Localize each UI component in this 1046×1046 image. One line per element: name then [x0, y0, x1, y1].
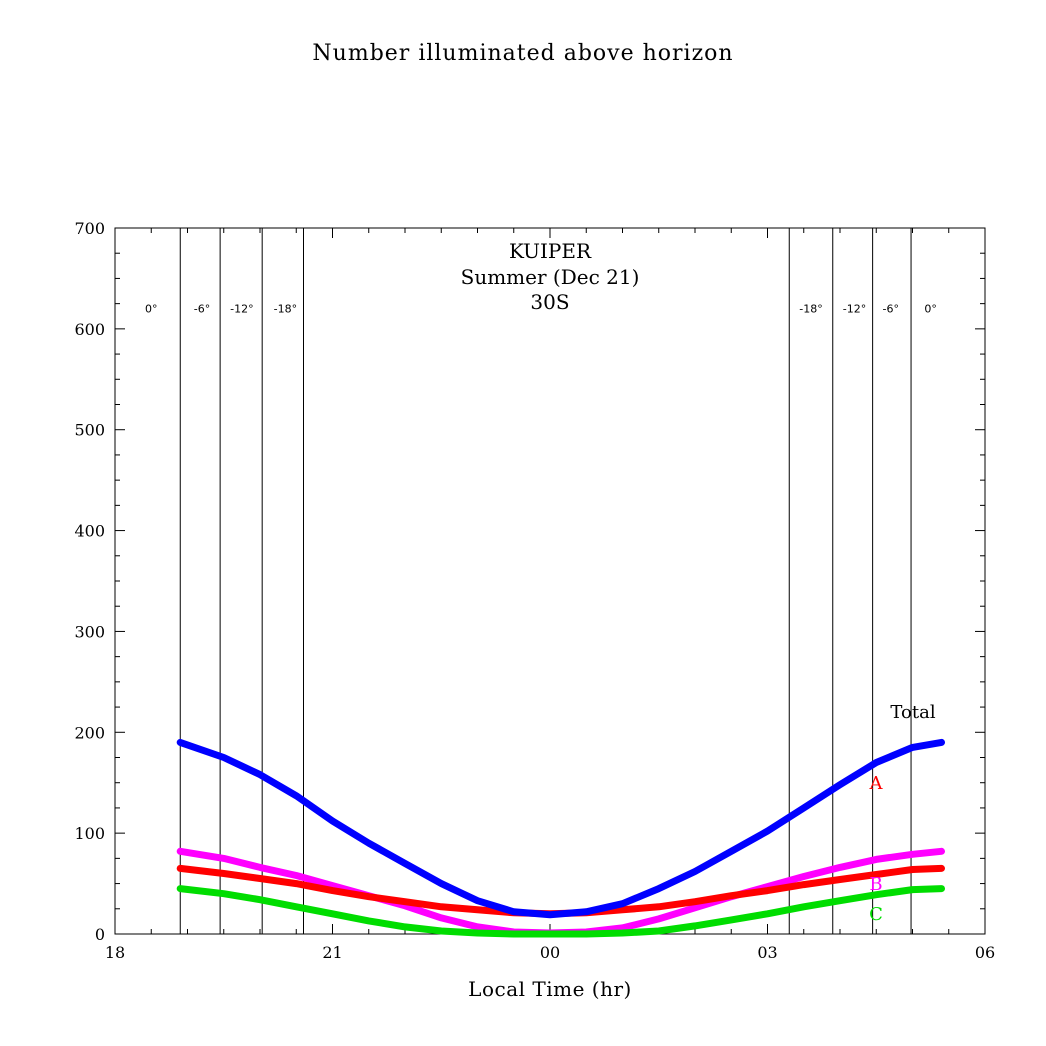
- annotation-latitude: 30S: [530, 290, 569, 314]
- series-labels: Total A BC: [869, 702, 936, 925]
- y-tick-label: 300: [74, 622, 105, 641]
- y-tick-label: 500: [74, 421, 105, 440]
- annotation-name: KUIPER: [509, 239, 592, 263]
- twilight-label: -18°: [799, 303, 822, 316]
- twilight-label: -12°: [230, 303, 253, 316]
- series-label-a: A: [869, 773, 884, 794]
- y-tick-label: 400: [74, 522, 105, 541]
- y-tick-label: 100: [74, 824, 105, 843]
- series-label-total: Total: [890, 702, 935, 723]
- series-line-c: [176, 885, 945, 938]
- x-tick-label: 21: [322, 943, 342, 962]
- x-axis-label: Local Time (hr): [468, 977, 632, 1001]
- twilight-label: -18°: [274, 303, 297, 316]
- series-label-c: C: [869, 904, 883, 925]
- series-line-b: [176, 847, 945, 937]
- twilight-label: 0°: [924, 303, 937, 316]
- series-label-b: B: [869, 874, 882, 895]
- twilight-label: -12°: [843, 303, 866, 316]
- y-tick-label: 600: [74, 320, 105, 339]
- x-tick-label: 03: [757, 943, 777, 962]
- x-tick-label: 18: [105, 943, 125, 962]
- plot-frame: [114, 227, 986, 935]
- twilight-lines: 0° -6° -12° -18° -18° -12° -6° 0°: [145, 228, 937, 934]
- x-tick-label: 00: [540, 943, 560, 962]
- chart-title: Number illuminated above horizon: [312, 41, 733, 66]
- series-line-total: [176, 738, 945, 919]
- series-lines: [176, 738, 945, 938]
- y-tick-label: 700: [74, 219, 105, 238]
- annotation-season: Summer (Dec 21): [461, 265, 640, 289]
- y-axis: 0 100 200 300 400 500 600 700: [74, 219, 985, 944]
- twilight-label: -6°: [883, 303, 899, 316]
- twilight-label: -6°: [194, 303, 210, 316]
- y-tick-label: 200: [74, 723, 105, 742]
- x-axis: 18 21 00 03 06: [105, 228, 995, 962]
- x-tick-label: 06: [975, 943, 995, 962]
- twilight-label: 0°: [145, 303, 158, 316]
- y-tick-label: 0: [95, 925, 105, 944]
